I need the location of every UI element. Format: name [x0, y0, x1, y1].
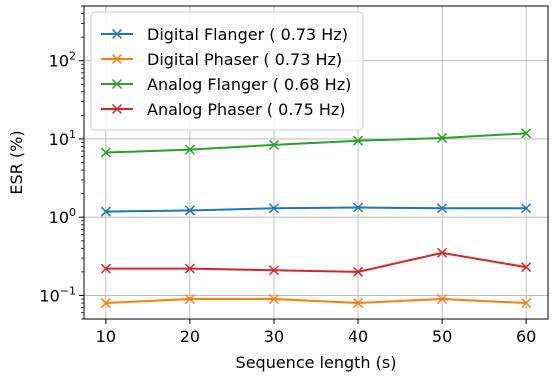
data-point — [100, 297, 111, 309]
legend-marker — [111, 53, 123, 65]
data-point — [352, 297, 364, 309]
data-point — [184, 144, 195, 155]
data-point — [268, 203, 280, 214]
data-point — [100, 206, 111, 217]
data-point — [184, 293, 195, 305]
series-line-0 — [105, 206, 527, 213]
x-axis-label: Sequence length (s) — [236, 353, 397, 372]
y-tick-label: 100 — [49, 206, 76, 227]
data-point — [437, 247, 448, 258]
x-tick-label: 30 — [264, 327, 284, 346]
y-tick-label: 10−1 — [39, 284, 76, 305]
data-point — [184, 263, 195, 274]
series-line-1 — [105, 298, 527, 305]
legend-marker — [111, 103, 123, 115]
data-point — [352, 266, 364, 277]
data-point — [437, 203, 448, 214]
data-point — [521, 297, 532, 309]
series-lines — [100, 128, 532, 309]
legend-marker — [111, 78, 123, 90]
data-point — [521, 203, 532, 214]
legend-box — [90, 11, 364, 131]
axis-ticks: 10 20 30 40 50 60 10−1 100 101 102 — [39, 5, 536, 346]
x-tick-label: 20 — [180, 327, 200, 346]
x-tick-label: 60 — [516, 327, 536, 346]
data-point — [268, 139, 280, 150]
data-point — [100, 263, 111, 274]
data-point — [184, 205, 195, 216]
legend-entry: Digital Flanger ( 0.73 Hz) — [147, 25, 348, 44]
legend: Digital Flanger ( 0.73 Hz) Digital Phaser… — [90, 11, 364, 131]
data-point — [100, 147, 111, 158]
data-point — [352, 202, 364, 213]
y-axis-label: ESR (%) — [7, 130, 26, 194]
y-tick-label: 102 — [49, 50, 76, 71]
data-point — [352, 135, 364, 146]
legend-entry: Analog Phaser ( 0.75 Hz) — [147, 100, 346, 119]
x-tick-label: 40 — [348, 327, 368, 346]
x-tick-label: 10 — [96, 327, 116, 346]
series-line-3 — [105, 251, 527, 273]
y-tick-label: 101 — [49, 128, 76, 149]
data-point — [521, 262, 532, 273]
legend-entry: Digital Phaser ( 0.73 Hz) — [147, 50, 342, 69]
data-point — [268, 265, 280, 276]
x-tick-label: 50 — [432, 327, 452, 346]
data-point — [521, 128, 532, 139]
data-point — [437, 293, 448, 305]
series-line-2 — [105, 132, 527, 154]
data-point — [268, 293, 280, 305]
legend-marker — [111, 28, 123, 40]
data-point — [437, 132, 448, 143]
legend-entry: Analog Flanger ( 0.68 Hz) — [147, 75, 351, 94]
